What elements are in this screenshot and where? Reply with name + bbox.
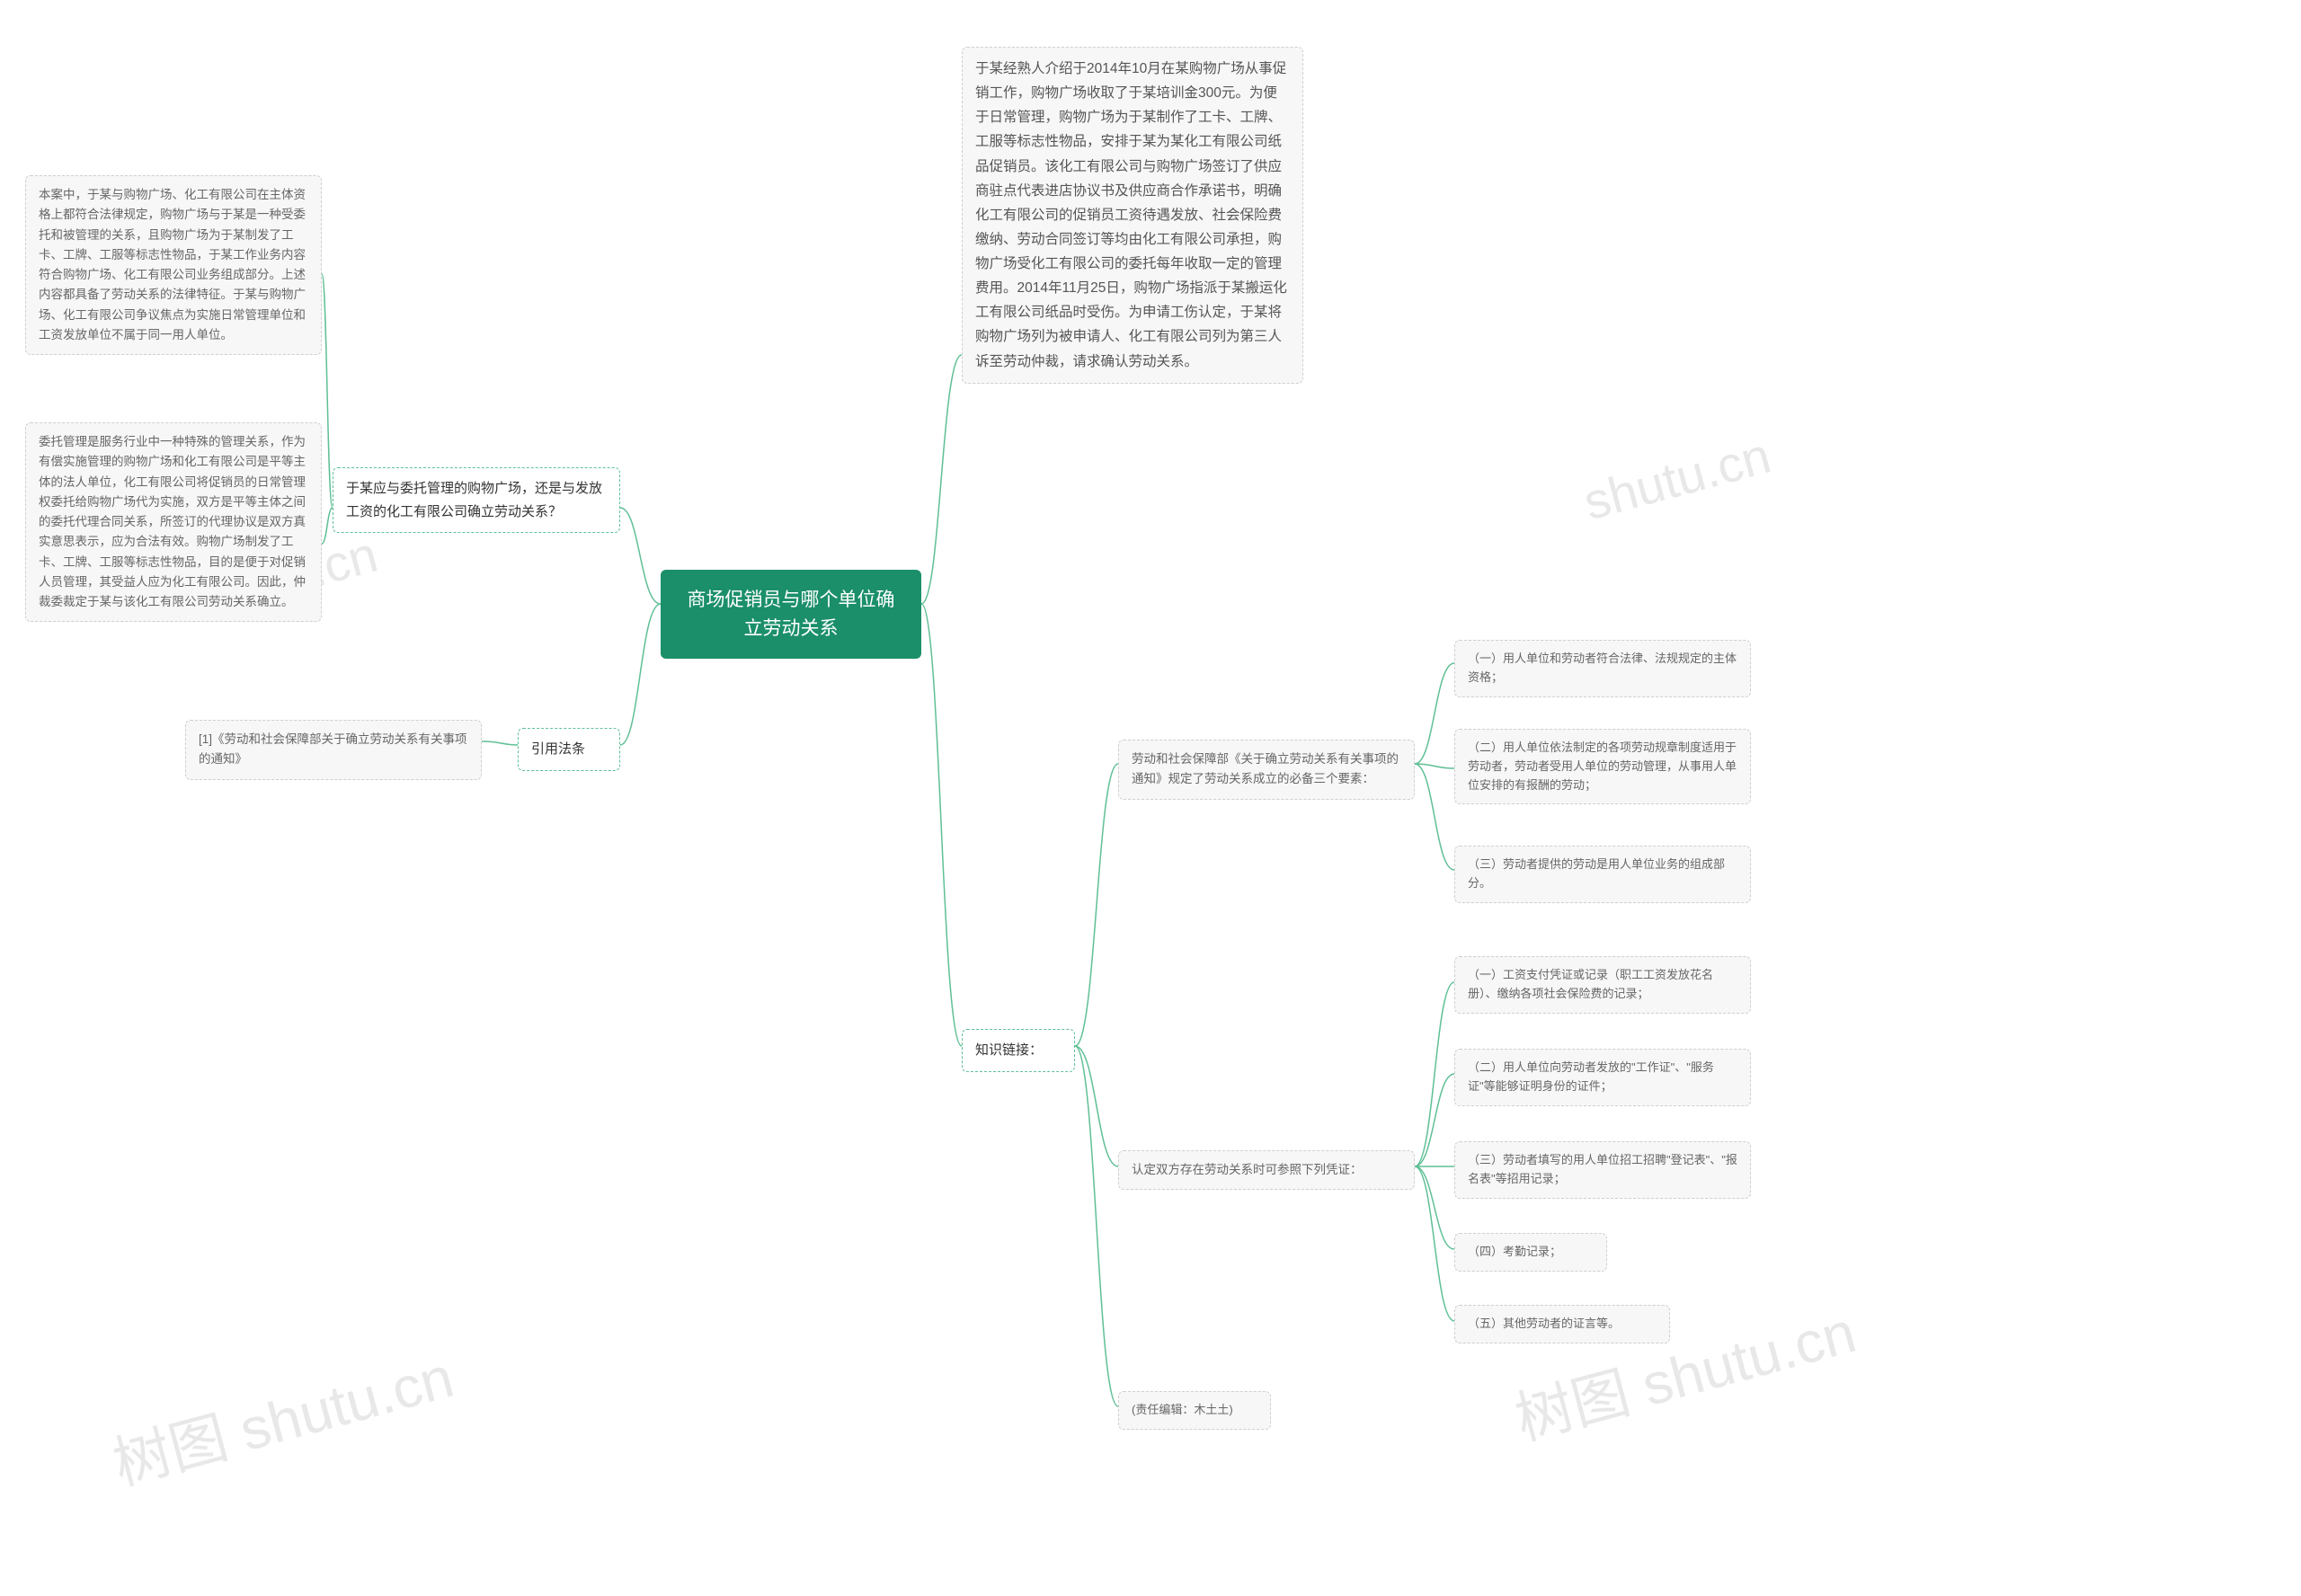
watermark: 树图 shutu.cn bbox=[103, 1331, 461, 1501]
evidence-1: （一）工资支付凭证或记录（职工工资发放花名册）、缴纳各项社会保险费的记录； bbox=[1454, 956, 1751, 1014]
editor-credit: (责任编辑：木土土) bbox=[1118, 1391, 1271, 1430]
cite-text: [1]《劳动和社会保障部关于确立劳动关系有关事项的通知》 bbox=[185, 720, 482, 780]
knowledge-label: 知识链接： bbox=[962, 1029, 1075, 1072]
center-topic: 商场促销员与哪个单位确立劳动关系 bbox=[661, 570, 921, 659]
left-question: 于某应与委托管理的购物广场，还是与发放工资的化工有限公司确立劳动关系？ bbox=[333, 467, 620, 533]
element-2: （二）用人单位依法制定的各项劳动规章制度适用于劳动者，劳动者受用人单位的劳动管理… bbox=[1454, 729, 1751, 804]
evidence-5: （五）其他劳动者的证言等。 bbox=[1454, 1305, 1670, 1343]
cite-label: 引用法条 bbox=[518, 728, 620, 771]
element-1: （一）用人单位和劳动者符合法律、法规规定的主体资格； bbox=[1454, 640, 1751, 697]
evidence-2: （二）用人单位向劳动者发放的"工作证"、"服务证"等能够证明身份的证件； bbox=[1454, 1049, 1751, 1106]
elements-intro: 劳动和社会保障部《关于确立劳动关系有关事项的通知》规定了劳动关系成立的必备三个要… bbox=[1118, 740, 1415, 800]
left-analysis-2: 委托管理是服务行业中一种特殊的管理关系，作为有偿实施管理的购物广场和化工有限公司… bbox=[25, 422, 322, 622]
element-3: （三）劳动者提供的劳动是用人单位业务的组成部分。 bbox=[1454, 846, 1751, 903]
right-facts: 于某经熟人介绍于2014年10月在某购物广场从事促销工作，购物广场收取了于某培训… bbox=[962, 47, 1303, 384]
evidence-3: （三）劳动者填写的用人单位招工招聘"登记表"、"报名表"等招用记录； bbox=[1454, 1141, 1751, 1199]
left-analysis-1: 本案中，于某与购物广场、化工有限公司在主体资格上都符合法律规定，购物广场与于某是… bbox=[25, 175, 322, 355]
evidence-intro: 认定双方存在劳动关系时可参照下列凭证： bbox=[1118, 1150, 1415, 1190]
evidence-4: （四）考勤记录； bbox=[1454, 1233, 1607, 1272]
watermark: shutu.cn bbox=[1577, 426, 1776, 532]
